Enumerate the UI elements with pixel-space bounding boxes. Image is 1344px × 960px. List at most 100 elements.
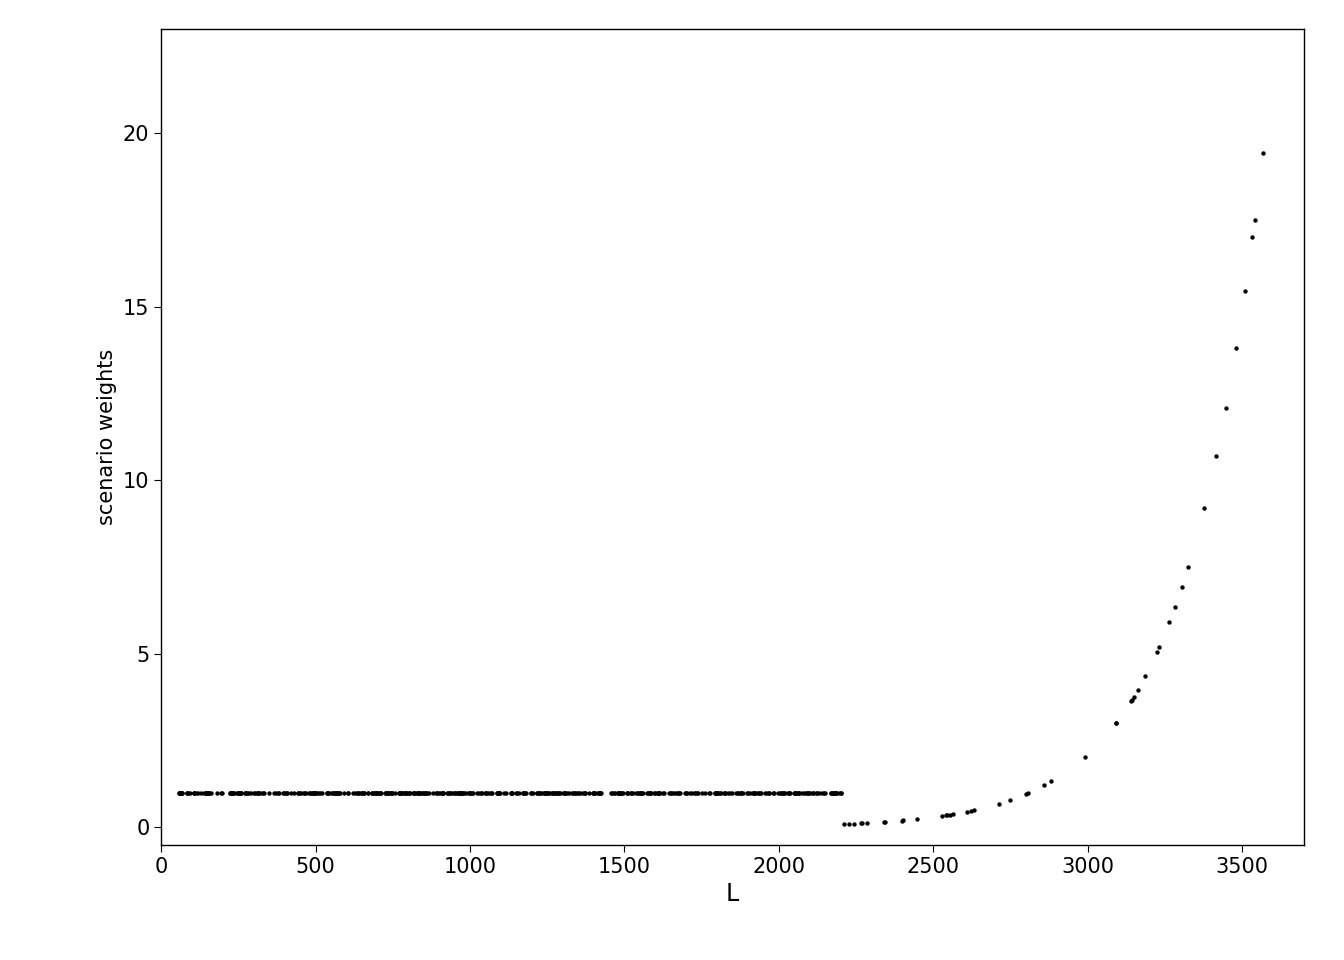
- Point: [168, 785, 190, 801]
- Point: [552, 785, 574, 801]
- Point: [706, 785, 727, 801]
- Point: [648, 785, 669, 801]
- Point: [258, 785, 280, 801]
- Point: [613, 785, 634, 801]
- Point: [796, 785, 817, 801]
- Point: [403, 785, 425, 801]
- Point: [628, 785, 649, 801]
- Point: [569, 785, 590, 801]
- Point: [704, 785, 726, 801]
- Point: [956, 804, 977, 819]
- Point: [534, 785, 555, 801]
- Point: [247, 785, 269, 801]
- Point: [417, 785, 438, 801]
- Point: [237, 785, 258, 801]
- Point: [364, 785, 386, 801]
- Point: [390, 785, 411, 801]
- Point: [453, 785, 474, 801]
- Point: [937, 807, 958, 823]
- Point: [348, 785, 370, 801]
- Point: [304, 785, 325, 801]
- Point: [222, 785, 243, 801]
- Point: [785, 785, 806, 801]
- Point: [754, 785, 775, 801]
- Point: [1034, 778, 1055, 793]
- Point: [692, 785, 714, 801]
- Point: [250, 785, 271, 801]
- Point: [458, 785, 480, 801]
- Point: [302, 785, 324, 801]
- Point: [399, 785, 421, 801]
- Point: [757, 785, 778, 801]
- Point: [825, 785, 847, 801]
- Point: [726, 785, 747, 801]
- Point: [169, 785, 191, 801]
- Point: [1134, 668, 1156, 684]
- Point: [476, 785, 497, 801]
- Point: [293, 785, 314, 801]
- Point: [439, 785, 461, 801]
- Point: [501, 785, 523, 801]
- Point: [415, 785, 437, 801]
- Point: [704, 785, 726, 801]
- Point: [219, 785, 241, 801]
- Point: [1148, 639, 1169, 655]
- Point: [813, 785, 835, 801]
- Point: [562, 785, 583, 801]
- Point: [380, 785, 402, 801]
- Point: [251, 785, 273, 801]
- Point: [199, 785, 220, 801]
- Point: [277, 785, 298, 801]
- Point: [555, 785, 577, 801]
- Point: [478, 785, 500, 801]
- Point: [230, 785, 251, 801]
- Point: [234, 785, 255, 801]
- Point: [351, 785, 372, 801]
- Point: [520, 785, 542, 801]
- Point: [263, 785, 285, 801]
- Point: [707, 785, 728, 801]
- Point: [378, 785, 399, 801]
- Point: [590, 785, 612, 801]
- Point: [347, 785, 368, 801]
- Point: [183, 785, 204, 801]
- Point: [630, 785, 652, 801]
- Point: [587, 785, 609, 801]
- Point: [200, 785, 222, 801]
- Point: [456, 785, 477, 801]
- Point: [931, 808, 953, 824]
- Point: [714, 785, 735, 801]
- Point: [196, 785, 218, 801]
- Point: [526, 785, 547, 801]
- Point: [407, 785, 429, 801]
- Point: [370, 785, 391, 801]
- Point: [375, 785, 396, 801]
- Point: [329, 785, 351, 801]
- Point: [177, 785, 199, 801]
- Point: [667, 785, 688, 801]
- Point: [583, 785, 605, 801]
- Point: [645, 785, 667, 801]
- Point: [379, 785, 401, 801]
- Point: [636, 785, 657, 801]
- Point: [265, 785, 286, 801]
- Point: [548, 785, 570, 801]
- Point: [243, 785, 265, 801]
- Point: [231, 785, 253, 801]
- Point: [227, 785, 249, 801]
- Point: [327, 785, 348, 801]
- Point: [388, 785, 410, 801]
- Point: [669, 785, 691, 801]
- Point: [784, 785, 805, 801]
- Point: [228, 785, 250, 801]
- Point: [512, 785, 534, 801]
- Point: [743, 785, 765, 801]
- Point: [358, 785, 379, 801]
- Point: [489, 785, 511, 801]
- Point: [730, 785, 751, 801]
- Point: [168, 785, 190, 801]
- Point: [480, 785, 501, 801]
- Point: [448, 785, 469, 801]
- Point: [664, 785, 685, 801]
- Point: [681, 785, 703, 801]
